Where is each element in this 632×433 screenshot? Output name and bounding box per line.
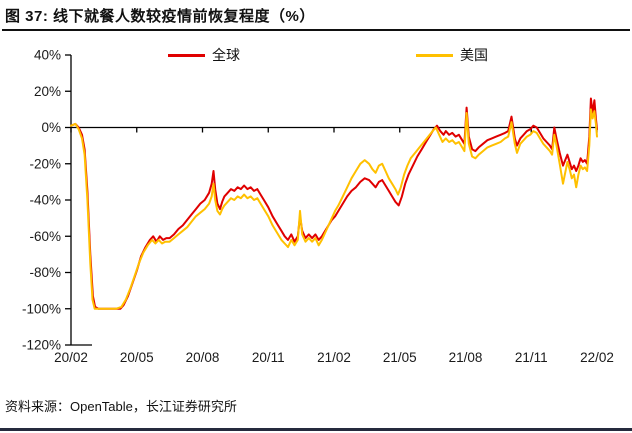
legend-line-swatch-global <box>168 53 205 57</box>
y-axis-tick-label: -80% <box>29 265 61 280</box>
y-axis-tick-label: 0% <box>41 120 61 135</box>
legend-label-us: 美国 <box>460 47 488 63</box>
x-axis-tick-label: 21/11 <box>515 350 548 365</box>
y-axis-tick-label: -60% <box>29 229 61 244</box>
x-axis-tick-label: 21/05 <box>383 350 417 365</box>
y-axis-tick-label: -120% <box>22 338 61 353</box>
x-axis-tick-label: 20/08 <box>186 350 220 365</box>
figure-title: 图 37: 线下就餐人数较疫情前恢复程度（%） <box>5 8 315 25</box>
y-axis-tick-label: 20% <box>34 84 61 99</box>
y-axis-tick-label: 40% <box>34 48 61 63</box>
legend-line-swatch-us <box>416 53 453 57</box>
series-line-全球 <box>70 97 598 310</box>
chart-legend: 全球 美国 <box>168 46 488 64</box>
y-axis-tick-label: -100% <box>22 301 61 316</box>
legend-item-us: 美国 <box>416 46 488 64</box>
y-axis-tick-label: -40% <box>29 193 61 208</box>
series-line-美国 <box>70 108 598 310</box>
y-axis-tick-label: -20% <box>29 156 61 171</box>
x-axis-tick-label: 20/11 <box>252 350 285 365</box>
x-axis-tick-label: 22/02 <box>580 350 614 365</box>
title-underline-rule <box>2 29 630 31</box>
x-axis-tick-label: 20/02 <box>54 350 88 365</box>
source-note: 资料来源：OpenTable，长江证券研究所 <box>5 399 237 414</box>
x-axis-tick-label: 21/08 <box>449 350 483 365</box>
legend-label-global: 全球 <box>212 47 240 63</box>
x-axis-tick-label: 21/02 <box>317 350 351 365</box>
x-axis-tick-label: 20/05 <box>120 350 154 365</box>
legend-item-global: 全球 <box>168 46 240 64</box>
footer-accent-bar <box>0 428 632 431</box>
line-chart: 40% 20% 0% -20% -40% -60% -80% -100% -120%20/02 2… <box>22 48 614 366</box>
chart-area: 40% 20% 0% -20% -40% -60% -80% -100% -120% 20/02 2… <box>0 32 632 382</box>
